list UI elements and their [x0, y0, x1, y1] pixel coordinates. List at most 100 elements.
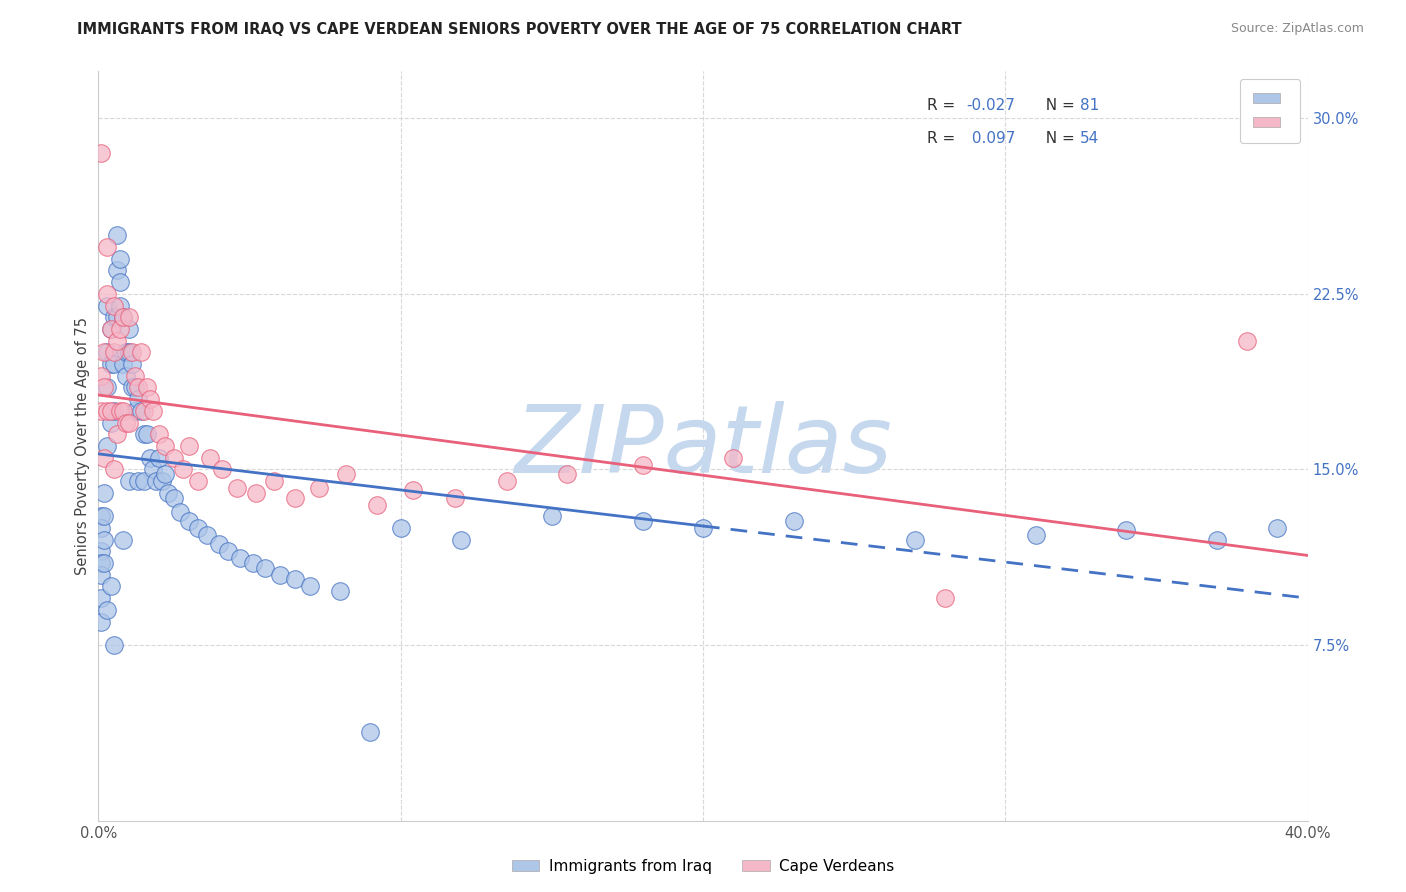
- Point: [108, 275, 131, 289]
- Point: [105, 263, 128, 277]
- Point: [142, 404, 165, 418]
- Point: [118, 310, 141, 325]
- Text: R =: R =: [927, 131, 960, 146]
- Point: [245, 485, 267, 500]
- Point: [540, 509, 562, 524]
- Point: [90, 615, 112, 629]
- Text: 54: 54: [1080, 131, 1099, 146]
- Point: [96, 286, 118, 301]
- Point: [90, 404, 112, 418]
- Point: [172, 462, 194, 476]
- Text: Source: ZipAtlas.com: Source: ZipAtlas.com: [1230, 22, 1364, 36]
- Text: ZIPatlas: ZIPatlas: [515, 401, 891, 491]
- Point: [103, 310, 125, 325]
- Point: [111, 533, 134, 547]
- Point: [187, 474, 209, 488]
- Point: [103, 298, 125, 313]
- Point: [229, 551, 252, 566]
- Point: [111, 404, 134, 418]
- Text: R =: R =: [927, 97, 960, 112]
- Point: [783, 514, 806, 528]
- Point: [90, 567, 112, 582]
- Point: [127, 380, 149, 394]
- Y-axis label: Seniors Poverty Over the Age of 75: Seniors Poverty Over the Age of 75: [75, 317, 90, 575]
- Point: [96, 380, 118, 394]
- Point: [108, 298, 131, 313]
- Point: [631, 514, 654, 528]
- Point: [366, 498, 388, 512]
- Point: [253, 561, 276, 575]
- Point: [444, 491, 467, 505]
- Text: N =: N =: [1035, 97, 1080, 112]
- Point: [108, 322, 131, 336]
- Point: [105, 228, 128, 243]
- Point: [96, 240, 118, 254]
- Point: [450, 533, 472, 547]
- Point: [105, 427, 128, 442]
- Point: [555, 467, 578, 482]
- Point: [93, 450, 115, 465]
- Point: [284, 573, 307, 587]
- Text: 0.097: 0.097: [966, 131, 1015, 146]
- Point: [150, 474, 173, 488]
- Point: [208, 537, 231, 551]
- Point: [934, 591, 956, 606]
- Point: [114, 345, 136, 359]
- Point: [93, 345, 115, 359]
- Point: [263, 474, 285, 488]
- Point: [153, 439, 176, 453]
- Point: [1024, 528, 1046, 542]
- Point: [132, 404, 155, 418]
- Point: [145, 474, 167, 488]
- Point: [114, 416, 136, 430]
- Point: [1206, 533, 1229, 547]
- Point: [129, 345, 152, 359]
- Point: [108, 404, 131, 418]
- Point: [111, 310, 134, 325]
- Legend: , : ,: [1240, 79, 1301, 143]
- Point: [93, 509, 115, 524]
- Point: [90, 146, 112, 161]
- Point: [692, 521, 714, 535]
- Point: [118, 416, 141, 430]
- Point: [105, 334, 128, 348]
- Point: [121, 357, 143, 371]
- Point: [90, 509, 112, 524]
- Point: [217, 544, 239, 558]
- Point: [103, 357, 125, 371]
- Point: [114, 368, 136, 383]
- Point: [1115, 523, 1137, 537]
- Point: [179, 514, 201, 528]
- Text: -0.027: -0.027: [966, 97, 1015, 112]
- Point: [111, 310, 134, 325]
- Point: [200, 450, 222, 465]
- Point: [156, 485, 179, 500]
- Point: [335, 467, 357, 482]
- Point: [226, 481, 249, 495]
- Point: [195, 528, 218, 542]
- Point: [100, 416, 122, 430]
- Point: [269, 567, 291, 582]
- Point: [118, 322, 141, 336]
- Point: [360, 724, 382, 739]
- Point: [142, 462, 165, 476]
- Text: N =: N =: [1035, 131, 1080, 146]
- Point: [631, 458, 654, 472]
- Point: [135, 380, 157, 394]
- Point: [103, 345, 125, 359]
- Point: [127, 474, 149, 488]
- Point: [93, 485, 115, 500]
- Point: [1267, 521, 1289, 535]
- Point: [723, 450, 745, 465]
- Text: 81: 81: [1080, 97, 1099, 112]
- Point: [96, 345, 118, 359]
- Point: [121, 345, 143, 359]
- Point: [329, 584, 352, 599]
- Point: [139, 450, 162, 465]
- Point: [103, 462, 125, 476]
- Point: [132, 474, 155, 488]
- Point: [163, 491, 186, 505]
- Point: [402, 483, 425, 498]
- Point: [153, 467, 176, 482]
- Point: [187, 521, 209, 535]
